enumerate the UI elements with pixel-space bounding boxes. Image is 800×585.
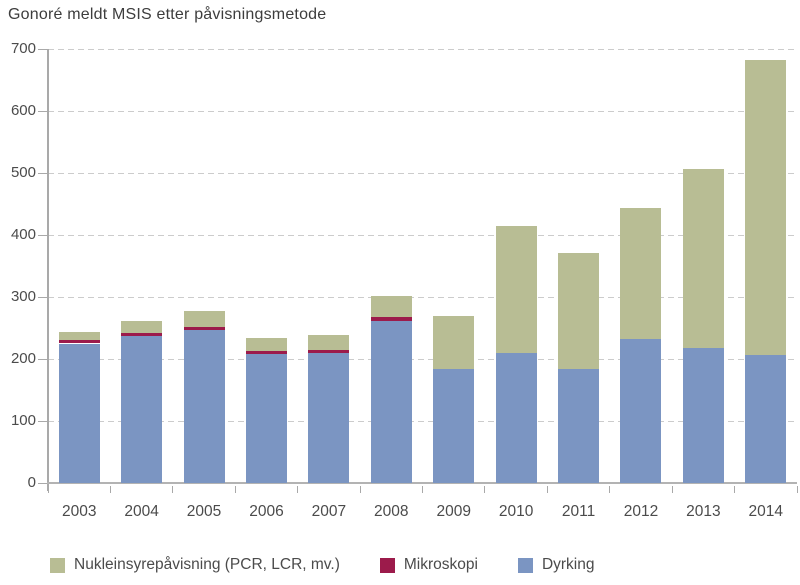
y-axis-label: 500 bbox=[10, 164, 36, 181]
bar-segment-dyrking-2005 bbox=[183, 329, 225, 483]
bar-segment-mikroskopi-2004 bbox=[121, 332, 163, 337]
legend-swatch-icon bbox=[517, 557, 533, 573]
x-axis-line bbox=[47, 482, 797, 484]
x-axis-tick bbox=[422, 486, 423, 493]
bar-segment-nukleinsyrepåvisning-2005 bbox=[183, 311, 225, 327]
x-axis-label: 2005 bbox=[186, 503, 222, 520]
bar-segment-nukleinsyrepåvisning-2014 bbox=[745, 60, 787, 356]
legend-swatch-icon bbox=[379, 557, 395, 573]
x-axis-label: 2010 bbox=[498, 503, 534, 520]
x-axis-tick bbox=[671, 486, 673, 493]
bar-segment-dyrking-2012 bbox=[620, 339, 662, 483]
bar-segment-mikroskopi-2003 bbox=[58, 340, 100, 344]
bar-segment-mikroskopi-2007 bbox=[308, 349, 350, 353]
x-axis-tick bbox=[546, 486, 548, 493]
y-axis-label: 300 bbox=[10, 288, 36, 305]
bar-segment-dyrking-2013 bbox=[682, 348, 724, 483]
legend-item: Nukleinsyrepåvisning (PCR, LCR, mv.) bbox=[50, 556, 340, 574]
x-axis-tick bbox=[359, 486, 361, 493]
y-axis-tick bbox=[38, 420, 48, 422]
bar-segment-dyrking-2014 bbox=[745, 355, 787, 483]
x-axis-tick bbox=[796, 486, 798, 493]
x-axis-tick bbox=[109, 486, 111, 493]
y-axis-label: 400 bbox=[10, 226, 36, 243]
legend-swatch-icon bbox=[50, 557, 65, 573]
x-axis-tick bbox=[609, 486, 611, 493]
y-axis-tick bbox=[38, 110, 48, 112]
legend-item: Dyrking bbox=[517, 556, 595, 574]
bar-segment-nukleinsyrepåvisning-2007 bbox=[308, 335, 350, 350]
chart-title: Gonoré meldt MSIS etter påvisningsmetode bbox=[8, 6, 327, 23]
legend-label: Nukleinsyrepåvisning (PCR, LCR, mv.) bbox=[74, 556, 340, 573]
legend-label: Dyrking bbox=[541, 556, 595, 573]
x-axis-tick bbox=[234, 486, 236, 493]
x-axis-label: 2012 bbox=[623, 503, 659, 520]
y-axis-label: 600 bbox=[10, 102, 36, 119]
y-axis-label: 200 bbox=[10, 350, 36, 367]
gridline bbox=[48, 358, 797, 360]
x-axis-tick bbox=[297, 486, 299, 493]
bar-segment-dyrking-2006 bbox=[245, 354, 287, 483]
y-axis-label: 700 bbox=[10, 40, 36, 57]
bar-segment-dyrking-2009 bbox=[433, 368, 475, 483]
bar-segment-nukleinsyrepåvisning-2008 bbox=[370, 295, 412, 317]
x-axis-label: 2006 bbox=[249, 503, 284, 520]
x-axis-label: 2003 bbox=[61, 503, 97, 520]
legend-label: Mikroskopi bbox=[403, 556, 478, 573]
gridline bbox=[48, 234, 797, 236]
x-axis-label: 2009 bbox=[436, 503, 471, 520]
x-axis-tick bbox=[172, 486, 174, 493]
gridline bbox=[48, 420, 797, 422]
y-axis-tick bbox=[38, 48, 48, 50]
legend: Nukleinsyrepåvisning (PCR, LCR, mv.) Mikr… bbox=[50, 556, 635, 574]
gridline bbox=[48, 110, 797, 112]
bar-segment-nukleinsyrepåvisning-2013 bbox=[682, 168, 724, 349]
bar-segment-dyrking-2011 bbox=[558, 368, 600, 483]
bar-segment-nukleinsyrepåvisning-2012 bbox=[620, 208, 662, 340]
gridline bbox=[48, 172, 797, 174]
x-axis-tick bbox=[484, 486, 486, 493]
x-axis-tick bbox=[734, 486, 736, 493]
gridline bbox=[48, 48, 797, 50]
y-axis-line bbox=[47, 49, 49, 491]
x-axis-label: 2004 bbox=[124, 503, 159, 520]
bar-segment-nukleinsyrepåvisning-2004 bbox=[121, 320, 163, 333]
y-axis-tick bbox=[38, 296, 48, 298]
x-axis-tick bbox=[47, 486, 49, 493]
x-axis-label: 2011 bbox=[561, 503, 596, 520]
bar-segment-mikroskopi-2006 bbox=[245, 350, 287, 355]
y-axis-tick bbox=[38, 482, 48, 484]
bar-segment-nukleinsyrepåvisning-2009 bbox=[433, 315, 475, 369]
bar-segment-dyrking-2003 bbox=[58, 343, 100, 483]
x-axis-label: 2007 bbox=[311, 503, 347, 520]
y-axis-tick bbox=[38, 172, 48, 174]
bar-segment-mikroskopi-2008 bbox=[370, 316, 412, 321]
plot-area: 2003 2004 2005 2006 2007 2008 2009 2010 2011 2012… bbox=[10, 40, 798, 520]
y-axis-tick bbox=[38, 358, 48, 360]
bar-segment-nukleinsyrepåvisning-2010 bbox=[495, 226, 537, 354]
bar-segment-nukleinsyrepåvisning-2006 bbox=[245, 337, 287, 351]
bar-segment-nukleinsyrepåvisning-2003 bbox=[58, 332, 100, 341]
bar-segment-mikroskopi-2005 bbox=[183, 326, 225, 330]
bar-segment-dyrking-2004 bbox=[121, 336, 163, 483]
bar-segment-nukleinsyrepåvisning-2011 bbox=[558, 252, 600, 369]
y-axis-label: 0 bbox=[27, 474, 36, 491]
bar-segment-dyrking-2008 bbox=[370, 320, 412, 483]
gridline bbox=[48, 296, 797, 298]
x-axis-label: 2014 bbox=[748, 503, 784, 520]
bar-segment-dyrking-2007 bbox=[308, 352, 350, 483]
x-axis-label: 2008 bbox=[374, 503, 409, 520]
bar-segment-dyrking-2010 bbox=[495, 353, 537, 483]
y-axis-label: 100 bbox=[10, 412, 36, 429]
legend-item: Mikroskopi bbox=[379, 556, 478, 574]
x-axis-label: 2013 bbox=[686, 503, 721, 520]
y-axis-tick bbox=[38, 234, 48, 236]
